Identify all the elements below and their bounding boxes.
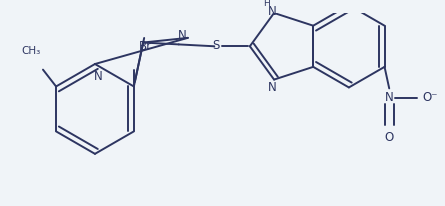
Text: N: N (93, 70, 102, 83)
Text: N: N (385, 91, 393, 104)
Text: S: S (213, 39, 220, 52)
Text: Br: Br (138, 40, 152, 53)
Text: N: N (268, 81, 277, 94)
Text: O⁻: O⁻ (423, 91, 438, 104)
Text: CH₃: CH₃ (21, 46, 40, 56)
Text: N: N (178, 29, 186, 42)
Text: N: N (268, 5, 277, 18)
Text: O: O (384, 131, 394, 144)
Text: H: H (263, 0, 270, 8)
